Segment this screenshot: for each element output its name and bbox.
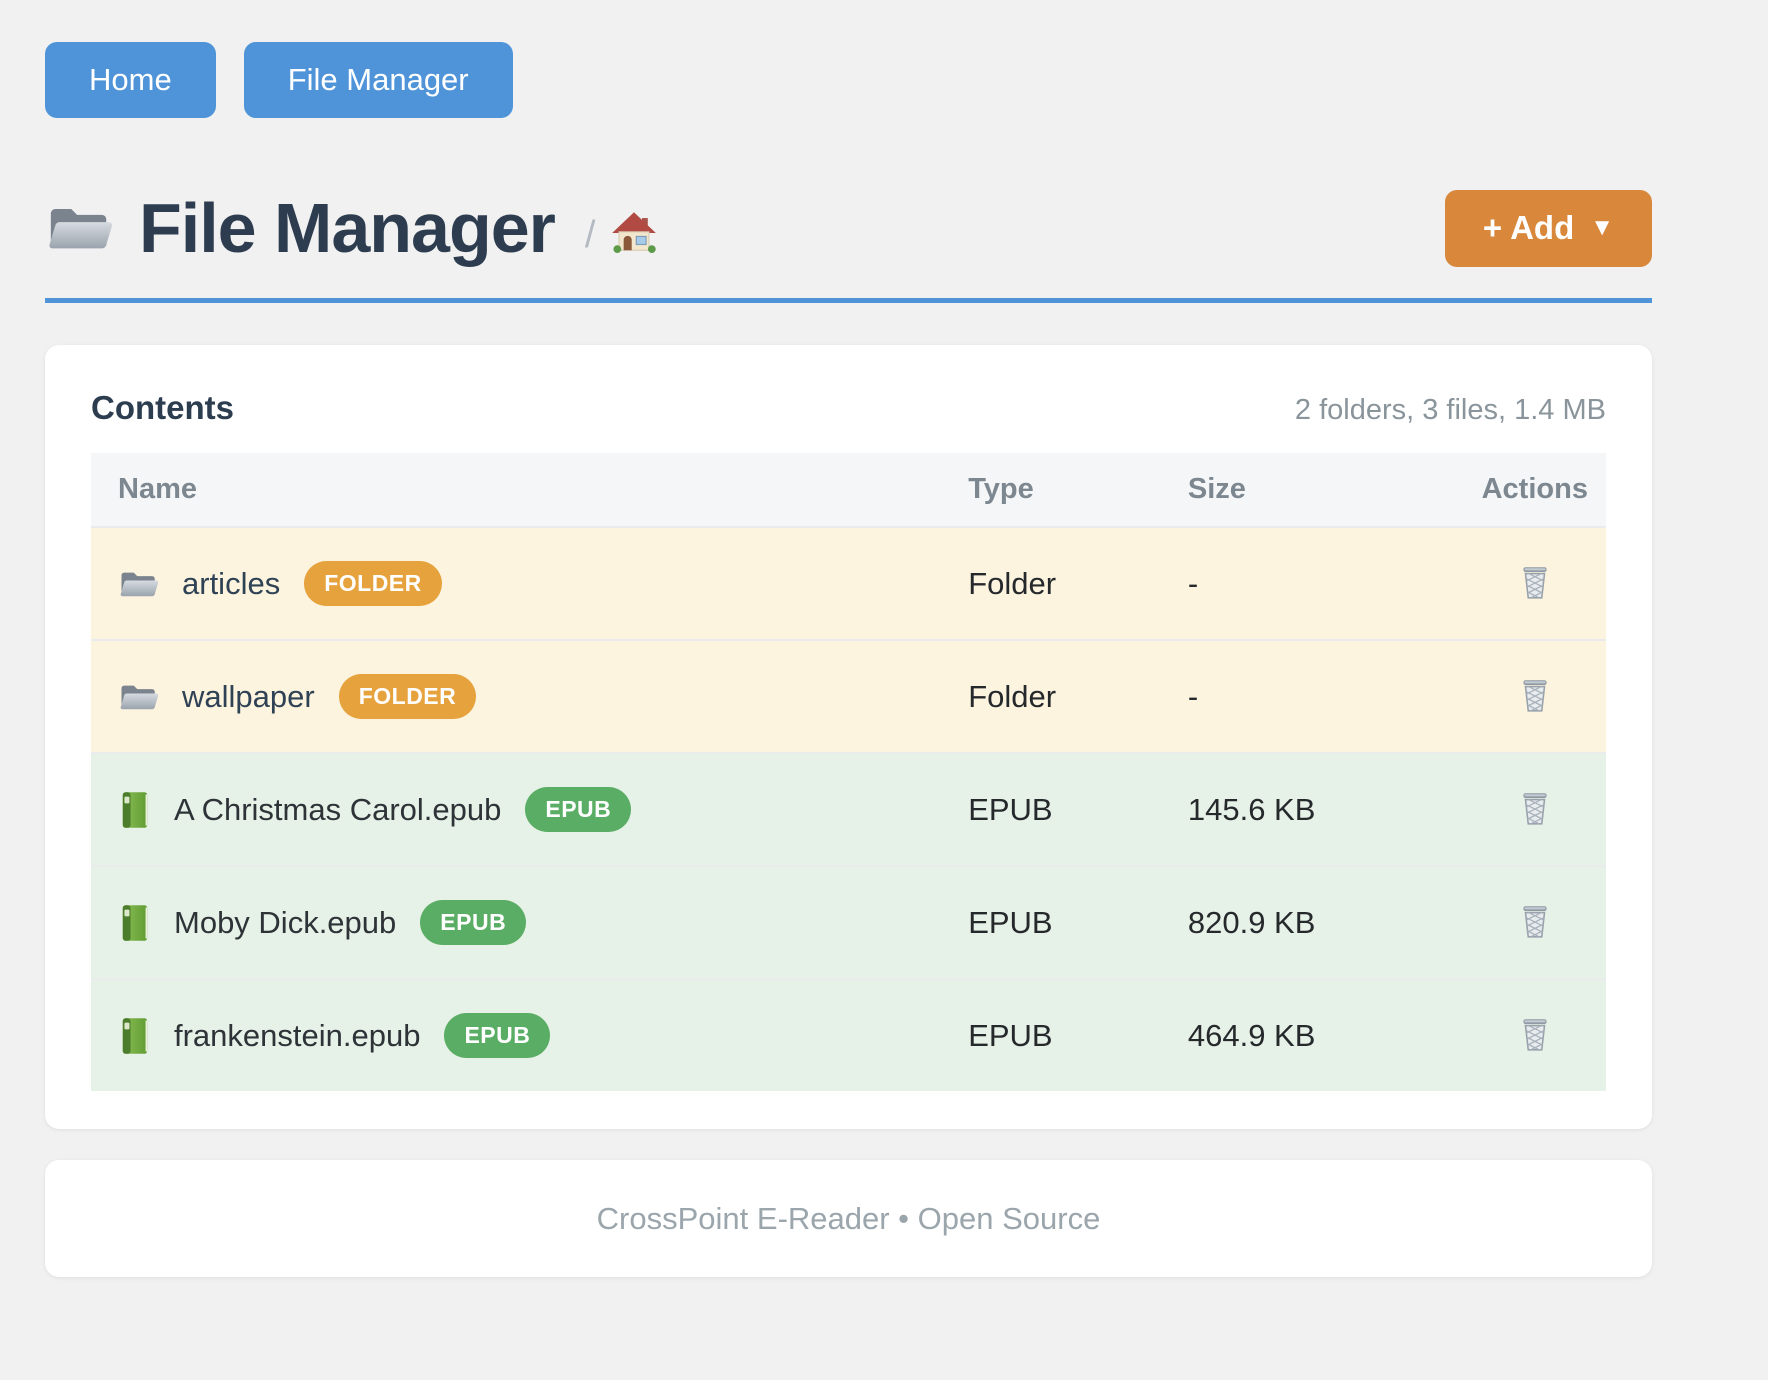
title-wrap: File Manager /: [45, 188, 1445, 268]
nav-home-button[interactable]: Home: [45, 42, 216, 118]
delete-button[interactable]: [1510, 785, 1560, 831]
nav-file-manager-button[interactable]: File Manager: [243, 42, 513, 118]
green-book-icon: [122, 1017, 148, 1054]
item-name-link[interactable]: frankenstein.epub: [174, 1017, 421, 1053]
footer-card: CrossPoint E-Reader • Open Source: [45, 1160, 1652, 1277]
folder-badge: FOLDER: [338, 674, 477, 719]
caret-down-icon: ▼: [1590, 214, 1614, 241]
footer-text: CrossPoint E-Reader • Open Source: [596, 1200, 1101, 1236]
epub-badge: EPUB: [525, 787, 632, 832]
type-cell: EPUB: [968, 752, 1188, 866]
delete-button[interactable]: [1510, 898, 1560, 944]
add-button-label: + Add: [1482, 209, 1575, 246]
folder-badge: FOLDER: [304, 561, 442, 606]
page-title: File Manager: [139, 189, 556, 267]
table-row: wallpaper FOLDER Folder -: [91, 639, 1606, 753]
table-row: frankenstein.epub EPUB EPUB 464.9 KB: [91, 978, 1606, 1091]
green-book-icon: [122, 791, 148, 828]
contents-card-head: Contents 2 folders, 3 files, 1.4 MB: [91, 389, 1606, 427]
delete-button[interactable]: [1510, 1011, 1560, 1057]
contents-card: Contents 2 folders, 3 files, 1.4 MB Name…: [45, 345, 1652, 1129]
contents-title: Contents: [91, 389, 234, 426]
house-icon: [612, 211, 657, 254]
table-row: A Christmas Carol.epub EPUB EPUB 145.6 K…: [91, 752, 1606, 866]
epub-badge: EPUB: [444, 1013, 551, 1058]
open-folder-icon: [49, 209, 113, 249]
size-cell: 464.9 KB: [1187, 978, 1464, 1091]
item-name-link[interactable]: wallpaper: [182, 678, 315, 714]
type-cell: Folder: [968, 526, 1188, 640]
size-cell: 820.9 KB: [1187, 865, 1464, 979]
table-header-row: Name Type Size Actions: [91, 453, 1606, 527]
table-row: articles FOLDER Folder -: [91, 526, 1606, 640]
trash-icon: [1518, 902, 1552, 940]
column-header-size: Size: [1187, 453, 1464, 527]
table-row: Moby Dick.epub EPUB EPUB 820.9 KB: [91, 865, 1606, 979]
delete-button[interactable]: [1510, 559, 1560, 605]
size-cell: -: [1187, 526, 1464, 640]
files-table: Name Type Size Actions articles FOLDER F…: [91, 453, 1606, 1091]
item-name-link[interactable]: Moby Dick.epub: [174, 904, 397, 940]
epub-badge: EPUB: [420, 900, 527, 945]
trash-icon: [1518, 676, 1552, 714]
page-header: File Manager / + Add ▼: [45, 188, 1652, 268]
type-cell: EPUB: [968, 978, 1188, 1091]
trash-icon: [1518, 1015, 1552, 1053]
green-book-icon: [122, 904, 148, 941]
column-header-name: Name: [91, 453, 969, 527]
page: Home File Manager File Manager / + Add ▼…: [45, 0, 1652, 1277]
folder-icon: [120, 685, 159, 709]
delete-button[interactable]: [1510, 672, 1560, 718]
column-header-type: Type: [968, 453, 1188, 527]
trash-icon: [1518, 789, 1552, 827]
column-header-actions: Actions: [1463, 453, 1606, 527]
item-name-link[interactable]: A Christmas Carol.epub: [174, 791, 502, 827]
folder-icon: [120, 572, 159, 596]
size-cell: 145.6 KB: [1187, 752, 1464, 866]
item-name-link[interactable]: articles: [182, 565, 281, 601]
contents-summary: 2 folders, 3 files, 1.4 MB: [1294, 394, 1606, 426]
trash-icon: [1518, 563, 1552, 601]
top-nav: Home File Manager: [45, 42, 1652, 118]
size-cell: -: [1187, 639, 1464, 753]
add-button[interactable]: + Add ▼: [1444, 189, 1652, 267]
breadcrumb-home-link[interactable]: [611, 211, 657, 255]
type-cell: Folder: [968, 639, 1188, 753]
breadcrumb-separator: /: [584, 213, 596, 256]
header-divider: [45, 298, 1652, 303]
type-cell: EPUB: [968, 865, 1188, 979]
